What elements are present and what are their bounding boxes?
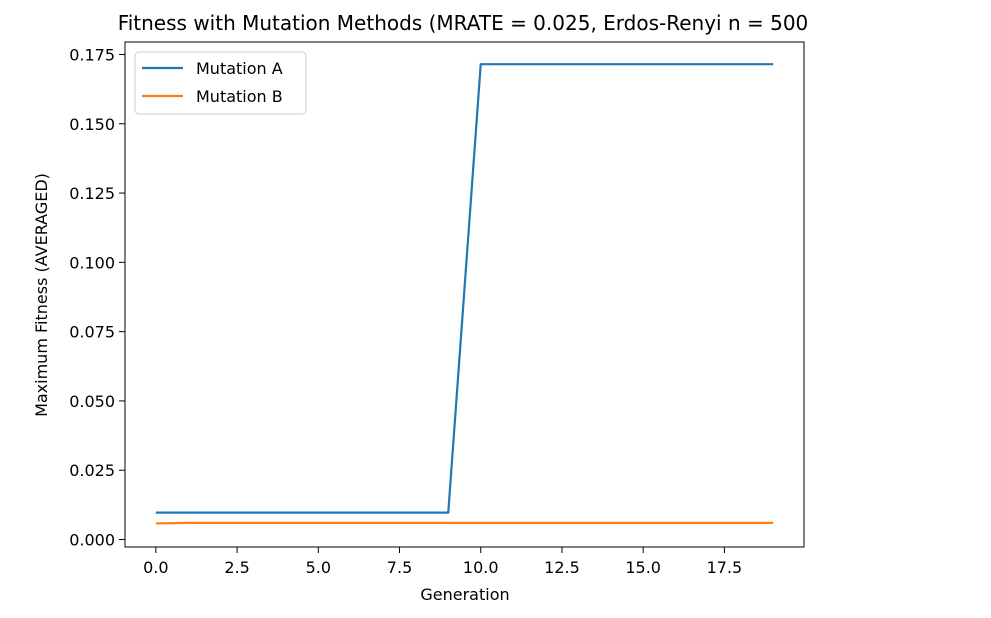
x-tick-label: 17.5 <box>707 558 743 577</box>
legend-label: Mutation A <box>196 59 283 78</box>
x-tick-label: 2.5 <box>224 558 249 577</box>
series-line-a <box>155 63 774 514</box>
series-line-b <box>155 521 774 525</box>
x-axis-label: Generation <box>420 585 509 604</box>
x-tick-label: 5.0 <box>306 558 331 577</box>
x-tick-label: 7.5 <box>387 558 412 577</box>
chart-title: Fitness with Mutation Methods (MRATE = 0… <box>118 11 809 35</box>
x-tick-label: 0.0 <box>143 558 168 577</box>
x-tick-label: 15.0 <box>625 558 661 577</box>
y-tick-label: 0.150 <box>69 115 115 134</box>
y-tick-label: 0.100 <box>69 253 115 272</box>
y-axis-label: Maximum Fitness (AVERAGED) <box>32 173 51 417</box>
legend-label: Mutation B <box>196 87 283 106</box>
y-tick-label: 0.000 <box>69 531 115 550</box>
plot-area: 0.0 2.5 5.0 7.5 10.0 12.5 15.0 17.5 0.000 0.025 0.… <box>69 41 805 577</box>
legend: Mutation A Mutation B <box>134 51 307 115</box>
x-tick-label: 12.5 <box>544 558 580 577</box>
y-tick-label: 0.025 <box>69 461 115 480</box>
y-tick-label: 0.125 <box>69 184 115 203</box>
y-tick-label: 0.175 <box>69 45 115 64</box>
x-tick-label: 10.0 <box>463 558 499 577</box>
y-tick-label: 0.075 <box>69 323 115 342</box>
y-tick-label: 0.050 <box>69 392 115 411</box>
plot-frame <box>124 41 805 548</box>
